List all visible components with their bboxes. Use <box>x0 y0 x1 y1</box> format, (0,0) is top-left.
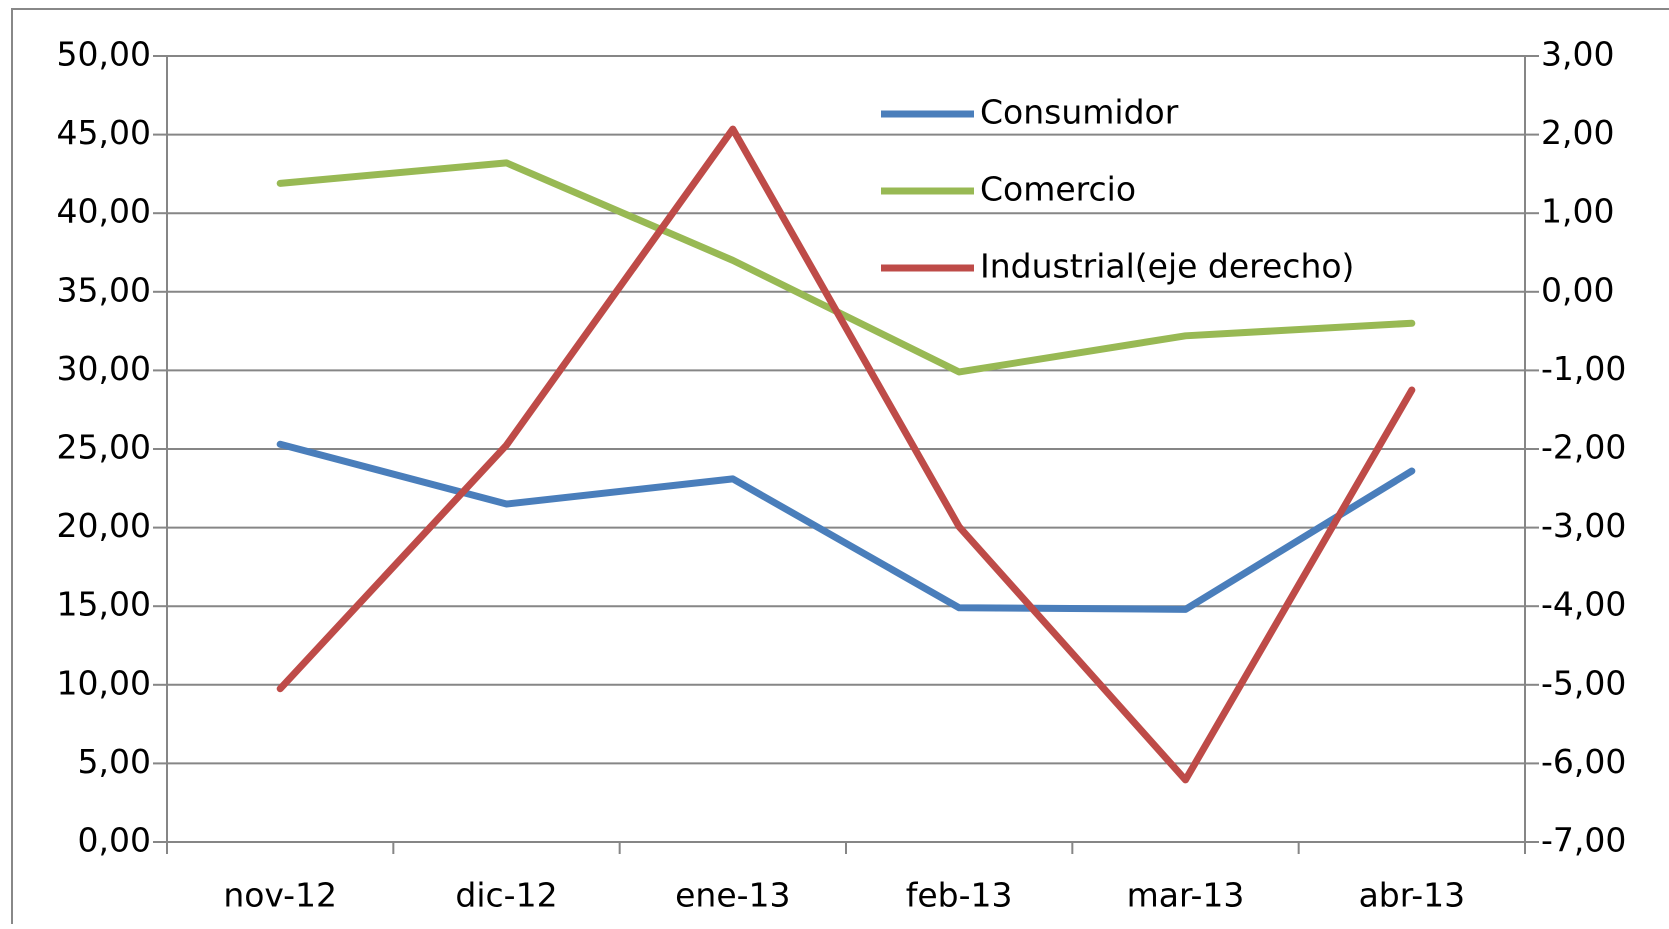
legend-label: Comercio <box>980 170 1136 209</box>
legend-label: Consumidor <box>980 93 1179 132</box>
y2-tick-label: 3,00 <box>1541 35 1614 74</box>
series-line <box>276 125 1416 784</box>
y2-tick-label: -4,00 <box>1541 585 1626 624</box>
y-tick-label: 40,00 <box>57 192 151 231</box>
x-tick-label: feb-13 <box>906 876 1013 915</box>
y-tick-label: 30,00 <box>57 349 151 388</box>
y2-tick-label: 1,00 <box>1541 192 1614 231</box>
y2-tick-label: -1,00 <box>1541 349 1626 388</box>
y-tick-label: 50,00 <box>57 35 151 74</box>
y2-tick-label: -7,00 <box>1541 821 1626 860</box>
y2-tick-label: 2,00 <box>1541 113 1614 152</box>
y2-tick-label: 0,00 <box>1541 270 1614 309</box>
y2-tick-label: -6,00 <box>1541 742 1626 781</box>
y-tick-label: 0,00 <box>78 821 151 860</box>
x-tick-label: nov-12 <box>223 876 337 915</box>
series-line <box>276 159 1416 376</box>
y-tick-label: 10,00 <box>57 663 151 702</box>
x-tick-label: mar-13 <box>1127 876 1245 915</box>
legend-label: Industrial(eje derecho) <box>980 247 1354 286</box>
y-tick-label: 35,00 <box>57 270 151 309</box>
y2-tick-label: -5,00 <box>1541 663 1626 702</box>
x-tick-label: dic-12 <box>455 876 557 915</box>
y-tick-label: 5,00 <box>78 742 151 781</box>
series-line <box>276 440 1416 613</box>
y-tick-label: 25,00 <box>57 428 151 467</box>
x-tick-label: abr-13 <box>1359 876 1466 915</box>
y-tick-label: 20,00 <box>57 506 151 545</box>
y-tick-label: 45,00 <box>57 113 151 152</box>
x-tick-label: ene-13 <box>675 876 790 915</box>
y2-tick-label: -2,00 <box>1541 428 1626 467</box>
chart-frame <box>11 8 1669 929</box>
y-tick-label: 15,00 <box>57 585 151 624</box>
y2-tick-label: -3,00 <box>1541 506 1626 545</box>
